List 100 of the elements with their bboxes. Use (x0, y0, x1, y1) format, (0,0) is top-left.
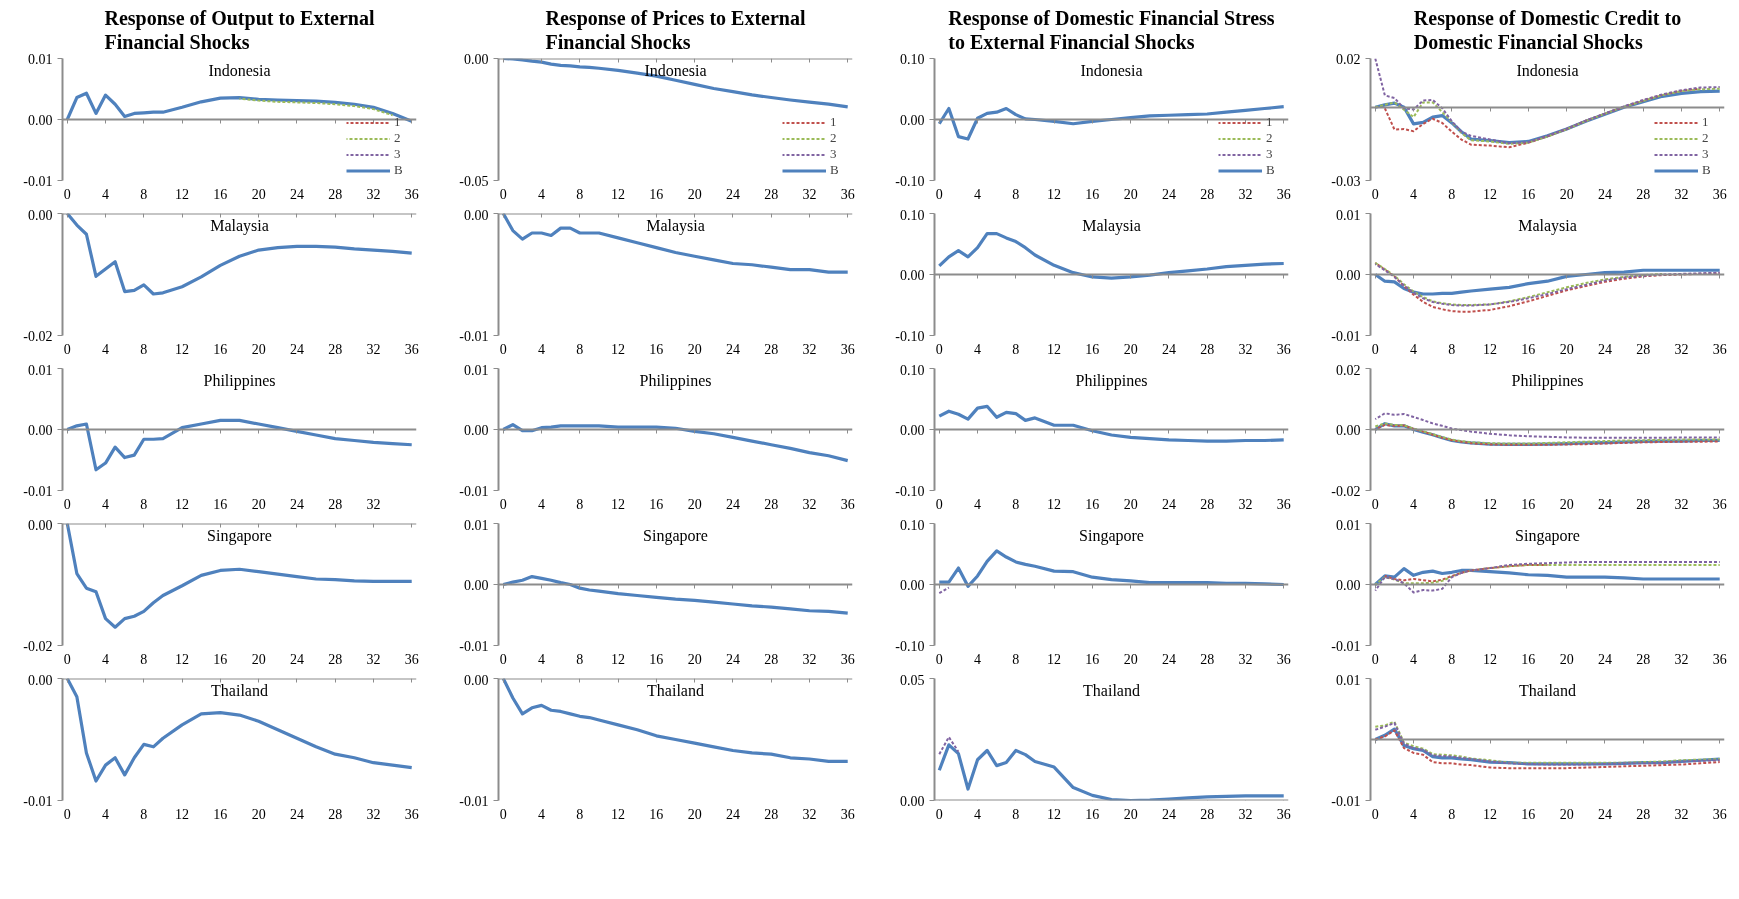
y-tick-label: 0.00 (900, 793, 925, 809)
x-tick-label: 4 (1410, 496, 1418, 512)
x-tick-label: 8 (1448, 186, 1456, 202)
x-tick-label: 4 (538, 496, 546, 512)
x-tick-label: 20 (687, 651, 702, 667)
chart-title: Singapore (1079, 526, 1144, 545)
y-tick-label: -0.01 (459, 793, 489, 809)
x-tick-label: 4 (102, 341, 110, 357)
y-tick-label: -0.01 (459, 328, 489, 344)
x-tick-label: 28 (1200, 341, 1215, 357)
y-tick-label: 0.01 (464, 517, 489, 533)
x-tick-label: 4 (974, 496, 982, 512)
x-tick-label: 32 (366, 806, 381, 822)
legend-label: B (394, 162, 404, 178)
y-tick-label: 0.01 (464, 362, 489, 378)
x-tick-label: 12 (611, 186, 626, 202)
x-tick-label: 12 (1047, 651, 1062, 667)
x-tick-label: 16 (1085, 651, 1100, 667)
x-tick-label: 12 (175, 806, 190, 822)
x-tick-label: 12 (1483, 341, 1498, 357)
legend-label: 1 (1702, 114, 1710, 130)
chart-title: Response of Domestic Credit to Domestic Financial Shocks (1413, 7, 1682, 54)
x-tick-label: 4 (102, 496, 110, 512)
x-tick-label: 20 (251, 651, 266, 667)
x-tick-label: 16 (1521, 651, 1536, 667)
x-tick-label: 0 (63, 806, 71, 822)
x-tick-label: 36 (1712, 186, 1727, 202)
y-tick-label: -0.01 (23, 793, 53, 809)
x-tick-label: 32 (366, 496, 381, 512)
x-tick-label: 28 (328, 651, 343, 667)
x-tick-label: 16 (649, 496, 664, 512)
chart-title: Singapore (643, 526, 708, 545)
x-tick-label: 24 (1597, 651, 1612, 667)
x-tick-label: 20 (251, 496, 266, 512)
chart-title: Malaysia (1082, 216, 1141, 235)
x-tick-label: 28 (1200, 186, 1215, 202)
y-tick-label: 0.05 (900, 672, 925, 688)
x-tick-label: 36 (840, 186, 855, 202)
y-tick-label: 0.10 (900, 362, 925, 378)
y-tick-label: 0.00 (1336, 422, 1361, 438)
x-tick-label: 28 (1636, 186, 1651, 202)
x-tick-label: 0 (63, 186, 71, 202)
x-tick-label: 24 (1597, 186, 1612, 202)
x-tick-label: 32 (802, 806, 817, 822)
x-tick-label: 4 (974, 186, 982, 202)
chart-title: Thailand (1083, 681, 1140, 699)
x-tick-label: 24 (725, 341, 740, 357)
x-tick-label: 20 (1559, 651, 1574, 667)
x-tick-label: 20 (687, 496, 702, 512)
y-tick-label: 0.00 (1336, 577, 1361, 593)
x-tick-label: 28 (764, 496, 779, 512)
x-tick-label: 4 (538, 186, 546, 202)
x-tick-label: 4 (1410, 186, 1418, 202)
x-tick-label: 12 (1047, 341, 1062, 357)
x-tick-label: 24 (725, 186, 740, 202)
x-tick-label: 28 (764, 651, 779, 667)
x-tick-label: 28 (1200, 496, 1215, 512)
x-tick-label: 4 (1410, 806, 1418, 822)
x-tick-label: 4 (538, 651, 546, 667)
x-tick-label: 8 (1448, 496, 1456, 512)
x-tick-label: 12 (1047, 806, 1062, 822)
x-tick-label: 36 (1712, 651, 1727, 667)
y-tick-label: 0.00 (28, 517, 53, 533)
x-tick-label: 28 (328, 496, 343, 512)
x-tick-label: 28 (1200, 806, 1215, 822)
x-tick-label: 12 (1483, 496, 1498, 512)
x-tick-label: 0 (935, 806, 943, 822)
x-tick-label: 32 (1674, 806, 1689, 822)
x-tick-label: 20 (687, 341, 702, 357)
x-tick-label: 16 (649, 186, 664, 202)
x-tick-label: 0 (63, 651, 71, 667)
x-tick-label: 24 (289, 496, 304, 512)
x-tick-label: 36 (404, 341, 419, 357)
x-tick-label: 12 (1483, 186, 1498, 202)
y-tick-label: 0.00 (28, 112, 53, 128)
x-tick-label: 8 (1012, 806, 1020, 822)
x-tick-label: 8 (1448, 806, 1456, 822)
y-tick-label: 0.00 (28, 207, 53, 223)
x-tick-label: 32 (1238, 496, 1253, 512)
x-tick-label: 36 (404, 186, 419, 202)
x-tick-label: 36 (1276, 186, 1291, 202)
y-tick-label: -0.01 (1331, 328, 1361, 344)
x-tick-label: 16 (1521, 496, 1536, 512)
x-tick-label: 20 (1559, 806, 1574, 822)
x-tick-label: 8 (140, 806, 148, 822)
x-tick-label: 20 (251, 186, 266, 202)
y-tick-label: 0.01 (1336, 207, 1361, 223)
x-tick-label: 12 (175, 341, 190, 357)
legend-label: B (830, 162, 840, 178)
x-tick-label: 36 (1276, 496, 1291, 512)
x-tick-label: 4 (102, 806, 110, 822)
y-tick-label: 0.00 (1336, 267, 1361, 283)
chart-subtitle: Indonesia (644, 61, 707, 79)
x-tick-label: 36 (1712, 496, 1727, 512)
chart-title: Singapore (207, 526, 272, 545)
x-tick-label: 32 (366, 186, 381, 202)
x-tick-label: 8 (1012, 186, 1020, 202)
y-tick-label: 0.10 (900, 51, 925, 67)
x-tick-label: 16 (649, 651, 664, 667)
x-tick-label: 32 (1674, 341, 1689, 357)
